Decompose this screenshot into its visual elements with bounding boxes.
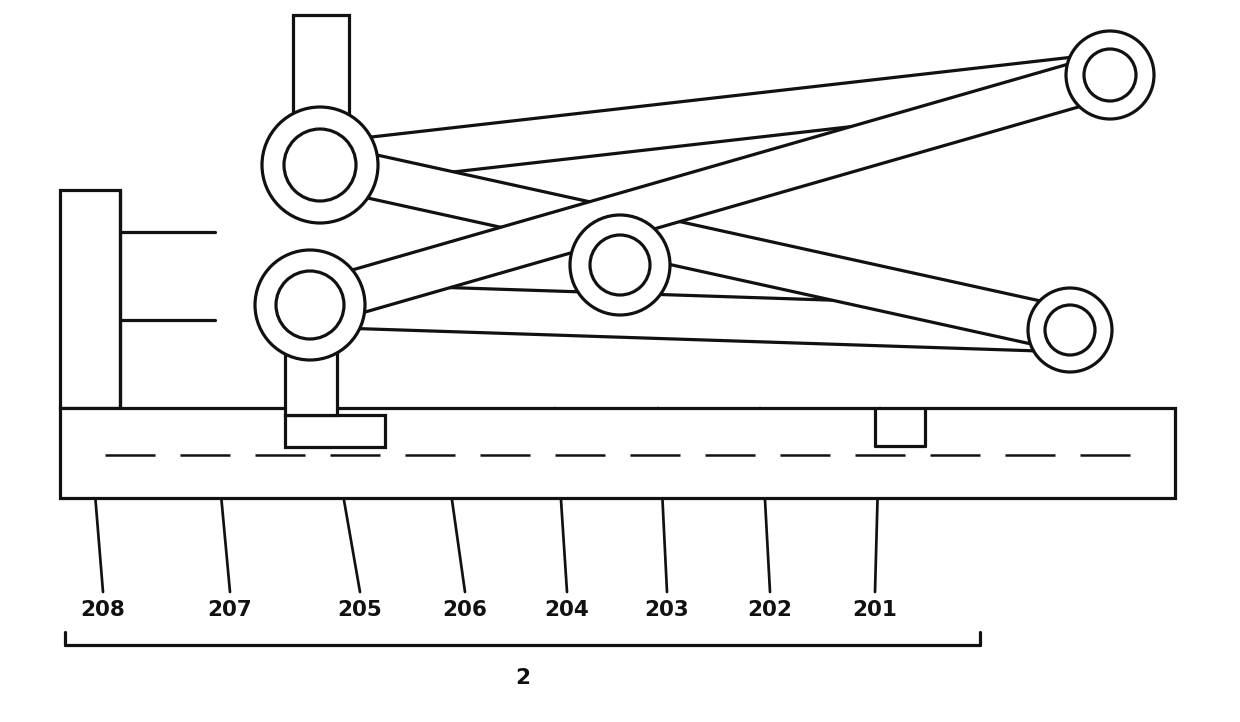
Text: 207: 207	[207, 600, 253, 620]
Circle shape	[255, 250, 365, 360]
Text: 205: 205	[337, 600, 382, 620]
Polygon shape	[315, 144, 1075, 352]
Text: 204: 204	[544, 600, 589, 620]
Text: 206: 206	[443, 600, 487, 620]
Polygon shape	[309, 283, 1070, 352]
Circle shape	[284, 129, 356, 201]
Text: 203: 203	[645, 600, 689, 620]
Text: 2: 2	[515, 668, 529, 688]
Circle shape	[277, 271, 343, 339]
Polygon shape	[317, 53, 1112, 187]
Circle shape	[262, 107, 378, 223]
Bar	[285, 330, 337, 415]
Circle shape	[1045, 305, 1095, 355]
Circle shape	[1066, 31, 1154, 119]
Bar	[60, 408, 1176, 498]
Circle shape	[590, 235, 650, 295]
Bar	[60, 190, 120, 408]
Circle shape	[570, 215, 670, 315]
Circle shape	[1084, 49, 1136, 101]
Text: 202: 202	[748, 600, 792, 620]
Text: 208: 208	[81, 600, 125, 620]
Bar	[293, 15, 348, 115]
Text: 201: 201	[853, 600, 898, 620]
Circle shape	[1028, 288, 1112, 372]
Bar	[285, 415, 384, 447]
Polygon shape	[304, 54, 1116, 326]
